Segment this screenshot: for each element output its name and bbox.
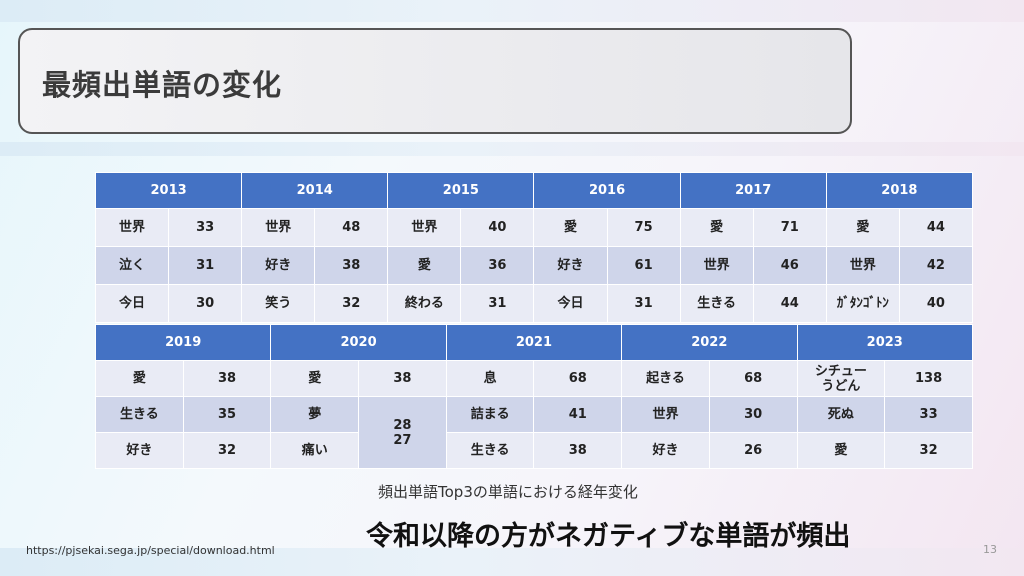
count-cell: 35 xyxy=(182,396,272,433)
word-cell: 起きる xyxy=(621,360,710,397)
slide-title: 最頻出単語の変化 xyxy=(42,68,283,102)
word-cell: 痛い xyxy=(270,432,360,469)
count-cell: 31 xyxy=(460,284,535,323)
count-cell: 32 xyxy=(314,284,389,323)
word-cell: 世界 xyxy=(94,208,170,247)
word-cell: 愛 xyxy=(270,360,360,397)
word-cell: 愛 xyxy=(825,208,900,247)
year-header-row: 2013 2014 2015 2016 2017 2018 xyxy=(94,172,974,209)
count-cell: 32 xyxy=(182,432,272,469)
count-cell: 38 xyxy=(358,360,447,397)
count-cell: 30 xyxy=(168,284,243,323)
word-cell: 世界 xyxy=(387,208,462,247)
word-cell: 今日 xyxy=(533,284,608,323)
count-cell: 71 xyxy=(752,208,827,247)
word-cell: 好き xyxy=(241,246,316,285)
word-cell: 生きる xyxy=(679,284,754,323)
word-cell: 息 xyxy=(445,360,535,397)
year-header: 2013 xyxy=(94,172,243,209)
table-row: 泣く 31 好き 38 愛 36 好き 61 世界 46 世界 42 xyxy=(94,246,974,285)
year-header-row: 2019 2020 2021 2022 2023 xyxy=(94,324,973,361)
year-header: 2020 xyxy=(270,324,447,361)
word-cell: 好き xyxy=(621,432,710,469)
count-cell: 68 xyxy=(533,360,623,397)
table-row: 好き 32 痛い 生きる 38 好き 26 愛 32 xyxy=(95,432,973,469)
conclusion-text: 令和以降の方がネガティブな単語が頻出 xyxy=(366,521,851,552)
year-header: 2018 xyxy=(825,172,974,209)
page-number: 13 xyxy=(983,543,997,556)
count-cell: 26 xyxy=(708,432,798,469)
count-cell: 42 xyxy=(898,246,974,285)
word-cell: シチュー うどん xyxy=(796,360,886,397)
table-row: 生きる 35 夢 28 27 詰まる 41 世界 30 死ぬ 33 xyxy=(95,396,973,469)
year-header: 2014 xyxy=(241,172,389,209)
count-cell: 31 xyxy=(168,246,243,285)
year-header: 2021 xyxy=(445,324,623,361)
count-cell: 44 xyxy=(752,284,827,323)
word-cell: 愛 xyxy=(387,246,462,285)
year-header: 2017 xyxy=(679,172,827,209)
count-cell: 40 xyxy=(898,284,974,323)
word-cell: ｶﾞﾀﾝｺﾞﾄﾝ xyxy=(825,284,900,323)
count-cell: 38 xyxy=(182,360,272,397)
count-cell: 61 xyxy=(606,246,681,285)
word-cell: 世界 xyxy=(241,208,316,247)
count-cell: 68 xyxy=(708,360,798,397)
year-header: 2016 xyxy=(533,172,681,209)
source-url: https://pjsekai.sega.jp/special/download… xyxy=(26,544,275,557)
count-cell: 31 xyxy=(606,284,681,323)
word-cell: 世界 xyxy=(825,246,900,285)
count-cell: 46 xyxy=(752,246,827,285)
word-cell: 終わる xyxy=(387,284,462,323)
title-box: 最頻出単語の変化 xyxy=(18,28,852,134)
word-cell: 今日 xyxy=(94,284,170,323)
word-cell: 笑う xyxy=(241,284,316,323)
frequency-table-2019-2023: 2019 2020 2021 2022 2023 愛 38 愛 38 息 68 起きる 68 シチュー うど… xyxy=(94,324,973,469)
count-cell: 36 xyxy=(460,246,535,285)
count-cell: 40 xyxy=(460,208,535,247)
year-header: 2022 xyxy=(621,324,798,361)
count-cell: 28 27 xyxy=(358,396,447,469)
word-cell: 好き xyxy=(533,246,608,285)
word-cell: 愛 xyxy=(796,432,886,469)
word-cell: 死ぬ xyxy=(796,396,886,433)
count-cell: 32 xyxy=(884,432,973,469)
table-row: 今日 30 笑う 32 終わる 31 今日 31 生きる 44 ｶﾞﾀﾝｺﾞﾄﾝ 40 xyxy=(94,284,974,323)
word-cell: 世界 xyxy=(679,246,754,285)
year-header: 2023 xyxy=(796,324,973,361)
year-header: 2015 xyxy=(387,172,535,209)
word-cell: 生きる xyxy=(95,396,184,433)
count-cell: 75 xyxy=(606,208,681,247)
word-cell: 世界 xyxy=(621,396,710,433)
bottom-band xyxy=(0,548,1024,576)
count-cell: 33 xyxy=(168,208,243,247)
word-cell: 愛 xyxy=(679,208,754,247)
count-cell: 41 xyxy=(533,396,623,433)
word-cell: 泣く xyxy=(94,246,170,285)
word-cell: 愛 xyxy=(533,208,608,247)
table-caption: 頻出単語Top3の単語における経年変化 xyxy=(378,483,638,501)
middle-band xyxy=(0,142,1024,156)
count-cell: 30 xyxy=(708,396,798,433)
year-header: 2019 xyxy=(94,324,272,361)
count-cell: 38 xyxy=(533,432,623,469)
word-cell: 好き xyxy=(95,432,184,469)
count-cell: 138 xyxy=(884,360,973,397)
word-cell: 夢 xyxy=(270,396,360,433)
word-cell: 詰まる xyxy=(445,396,535,433)
table-row: 愛 38 愛 38 息 68 起きる 68 シチュー うどん 138 xyxy=(95,360,973,397)
count-cell: 33 xyxy=(884,396,973,433)
table-row: 世界 33 世界 48 世界 40 愛 75 愛 71 愛 44 xyxy=(94,208,974,247)
word-cell: 生きる xyxy=(445,432,535,469)
word-cell: 愛 xyxy=(95,360,184,397)
count-cell: 44 xyxy=(898,208,974,247)
top-band xyxy=(0,0,1024,22)
count-cell: 38 xyxy=(314,246,389,285)
count-cell: 48 xyxy=(314,208,389,247)
frequency-table-2013-2018: 2013 2014 2015 2016 2017 2018 世界 33 世界 48 世界 40 愛 75 愛… xyxy=(94,172,974,323)
